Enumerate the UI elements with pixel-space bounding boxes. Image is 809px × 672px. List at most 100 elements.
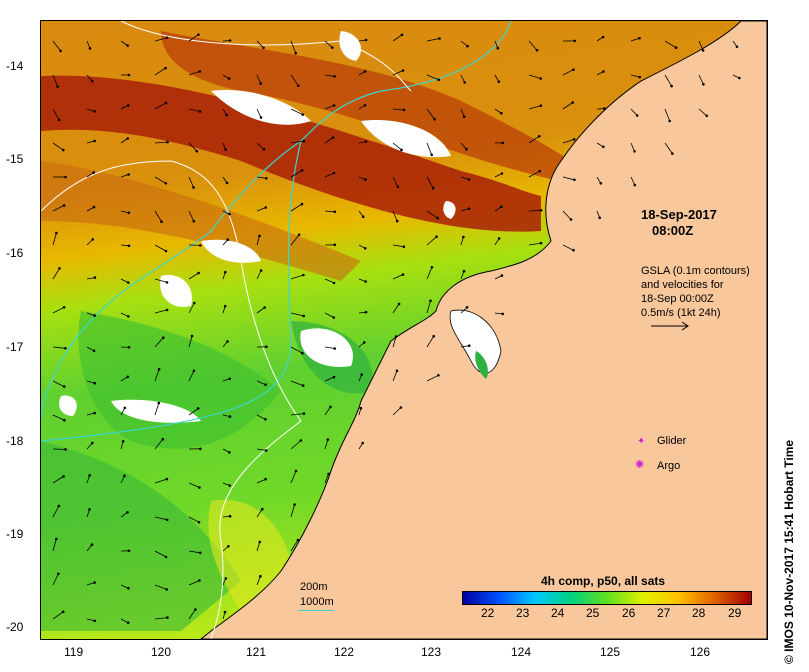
velocity-arrow bbox=[52, 268, 60, 280]
velocity-arrow bbox=[290, 274, 304, 280]
velocity-arrow bbox=[698, 108, 707, 117]
cloud-gap bbox=[300, 328, 353, 367]
velocity-arrow-head bbox=[364, 280, 367, 283]
velocity-arrow-head bbox=[165, 281, 169, 284]
velocity-arrow-head bbox=[126, 281, 130, 284]
velocity-arrow bbox=[52, 142, 64, 151]
velocity-arrow-head bbox=[223, 610, 227, 614]
velocity-arrow bbox=[290, 234, 300, 246]
velocity-arrow-head bbox=[361, 441, 365, 445]
velocity-arrow-head bbox=[705, 114, 708, 118]
velocity-arrow-head bbox=[438, 37, 441, 40]
colorbar-tick: 23 bbox=[516, 606, 530, 620]
velocity-arrow-head bbox=[466, 44, 469, 48]
velocity-arrow bbox=[256, 207, 266, 212]
velocity-arrow-head bbox=[226, 238, 230, 242]
velocity-arrow bbox=[120, 312, 129, 317]
velocity-arrow-head bbox=[127, 173, 130, 176]
velocity-arrow bbox=[52, 205, 65, 212]
colorbar-tick: 27 bbox=[657, 606, 671, 620]
velocity-arrow-head bbox=[121, 439, 125, 443]
velocity-arrow bbox=[290, 312, 304, 317]
velocity-arrow-head bbox=[258, 540, 262, 544]
velocity-arrow-head bbox=[197, 520, 201, 524]
velocity-arrow-head bbox=[362, 341, 366, 344]
velocity-arrow bbox=[188, 272, 199, 280]
velocity-arrow bbox=[324, 40, 333, 48]
lat-tick: -16 bbox=[6, 246, 24, 260]
map-time: 08:00Z bbox=[652, 223, 694, 238]
velocity-arrow bbox=[392, 210, 398, 222]
velocity-arrow-head bbox=[165, 477, 169, 481]
sst-map-canvas bbox=[41, 21, 767, 639]
velocity-arrow bbox=[256, 478, 266, 484]
velocity-arrow bbox=[86, 277, 95, 280]
velocity-arrow-head bbox=[127, 315, 130, 318]
velocity-arrow-head bbox=[197, 271, 200, 275]
velocity-arrow bbox=[154, 550, 167, 558]
velocity-arrow bbox=[426, 236, 437, 246]
velocity-arrow bbox=[188, 370, 195, 382]
velocity-arrow-head bbox=[402, 245, 406, 249]
velocity-arrow bbox=[86, 509, 90, 518]
velocity-arrow-head bbox=[224, 577, 228, 580]
velocity-arrow-head bbox=[500, 274, 504, 277]
velocity-arrow-head bbox=[462, 115, 466, 118]
velocity-arrow-head bbox=[538, 169, 542, 173]
velocity-arrow bbox=[562, 69, 574, 76]
velocity-arrow bbox=[188, 516, 200, 523]
velocity-arrow bbox=[324, 376, 335, 382]
velocity-arrow-head bbox=[55, 231, 58, 235]
velocity-arrow-head bbox=[735, 45, 739, 49]
velocity-arrow bbox=[528, 135, 540, 144]
velocity-arrow-head bbox=[91, 238, 94, 241]
velocity-arrow-head bbox=[61, 148, 65, 152]
cloud-gap bbox=[339, 31, 361, 61]
velocity-arrow-head bbox=[164, 66, 167, 70]
velocity-arrow-head bbox=[429, 299, 432, 303]
velocity-arrow bbox=[188, 335, 193, 348]
velocity-arrow-head bbox=[497, 237, 501, 240]
velocity-arrow bbox=[290, 40, 297, 54]
velocity-arrow bbox=[86, 442, 93, 450]
velocity-arrow bbox=[392, 407, 402, 416]
velocity-arrow bbox=[290, 413, 304, 416]
velocity-arrow bbox=[86, 108, 95, 112]
isobath-200m bbox=[41, 160, 302, 639]
velocity-arrow bbox=[52, 476, 64, 484]
velocity-arrow-head bbox=[363, 104, 367, 107]
velocity-arrow-head bbox=[638, 36, 641, 40]
velocity-arrow bbox=[324, 210, 335, 213]
velocity-arrow bbox=[52, 505, 60, 518]
velocity-arrow-head bbox=[364, 310, 368, 314]
velocity-arrow-head bbox=[265, 449, 268, 452]
velocity-arrow bbox=[562, 102, 573, 110]
velocity-arrow-head bbox=[126, 44, 129, 47]
velocity-arrow bbox=[392, 244, 404, 248]
velocity-arrow-head bbox=[671, 152, 674, 155]
velocity-arrow-head bbox=[539, 104, 543, 107]
velocity-arrow bbox=[52, 573, 59, 586]
velocity-arrow-head bbox=[262, 46, 265, 50]
velocity-arrow-head bbox=[264, 417, 267, 421]
velocity-arrow-head bbox=[165, 308, 169, 312]
velocity-arrow-head bbox=[465, 305, 469, 309]
velocity-arrow-head bbox=[90, 543, 94, 546]
warm-band bbox=[41, 161, 361, 281]
argo-label: Argo bbox=[657, 460, 681, 472]
velocity-arrow bbox=[154, 617, 168, 620]
velocity-arrow bbox=[52, 108, 60, 121]
lon-tick: 124 bbox=[511, 645, 532, 659]
velocity-arrow bbox=[120, 174, 129, 178]
velocity-arrow bbox=[460, 176, 470, 180]
velocity-arrow bbox=[290, 539, 299, 552]
cloud-gap bbox=[59, 395, 77, 416]
velocity-arrow-head bbox=[364, 38, 368, 42]
velocity-arrow-head bbox=[301, 384, 305, 387]
velocity-arrow-head bbox=[463, 81, 467, 84]
velocity-arrow-head bbox=[198, 70, 202, 73]
velocity-arrow-head bbox=[190, 334, 194, 338]
velocity-arrow-head bbox=[364, 178, 367, 181]
velocity-arrow-head bbox=[88, 474, 91, 477]
colorbar-tick: 28 bbox=[692, 606, 706, 620]
